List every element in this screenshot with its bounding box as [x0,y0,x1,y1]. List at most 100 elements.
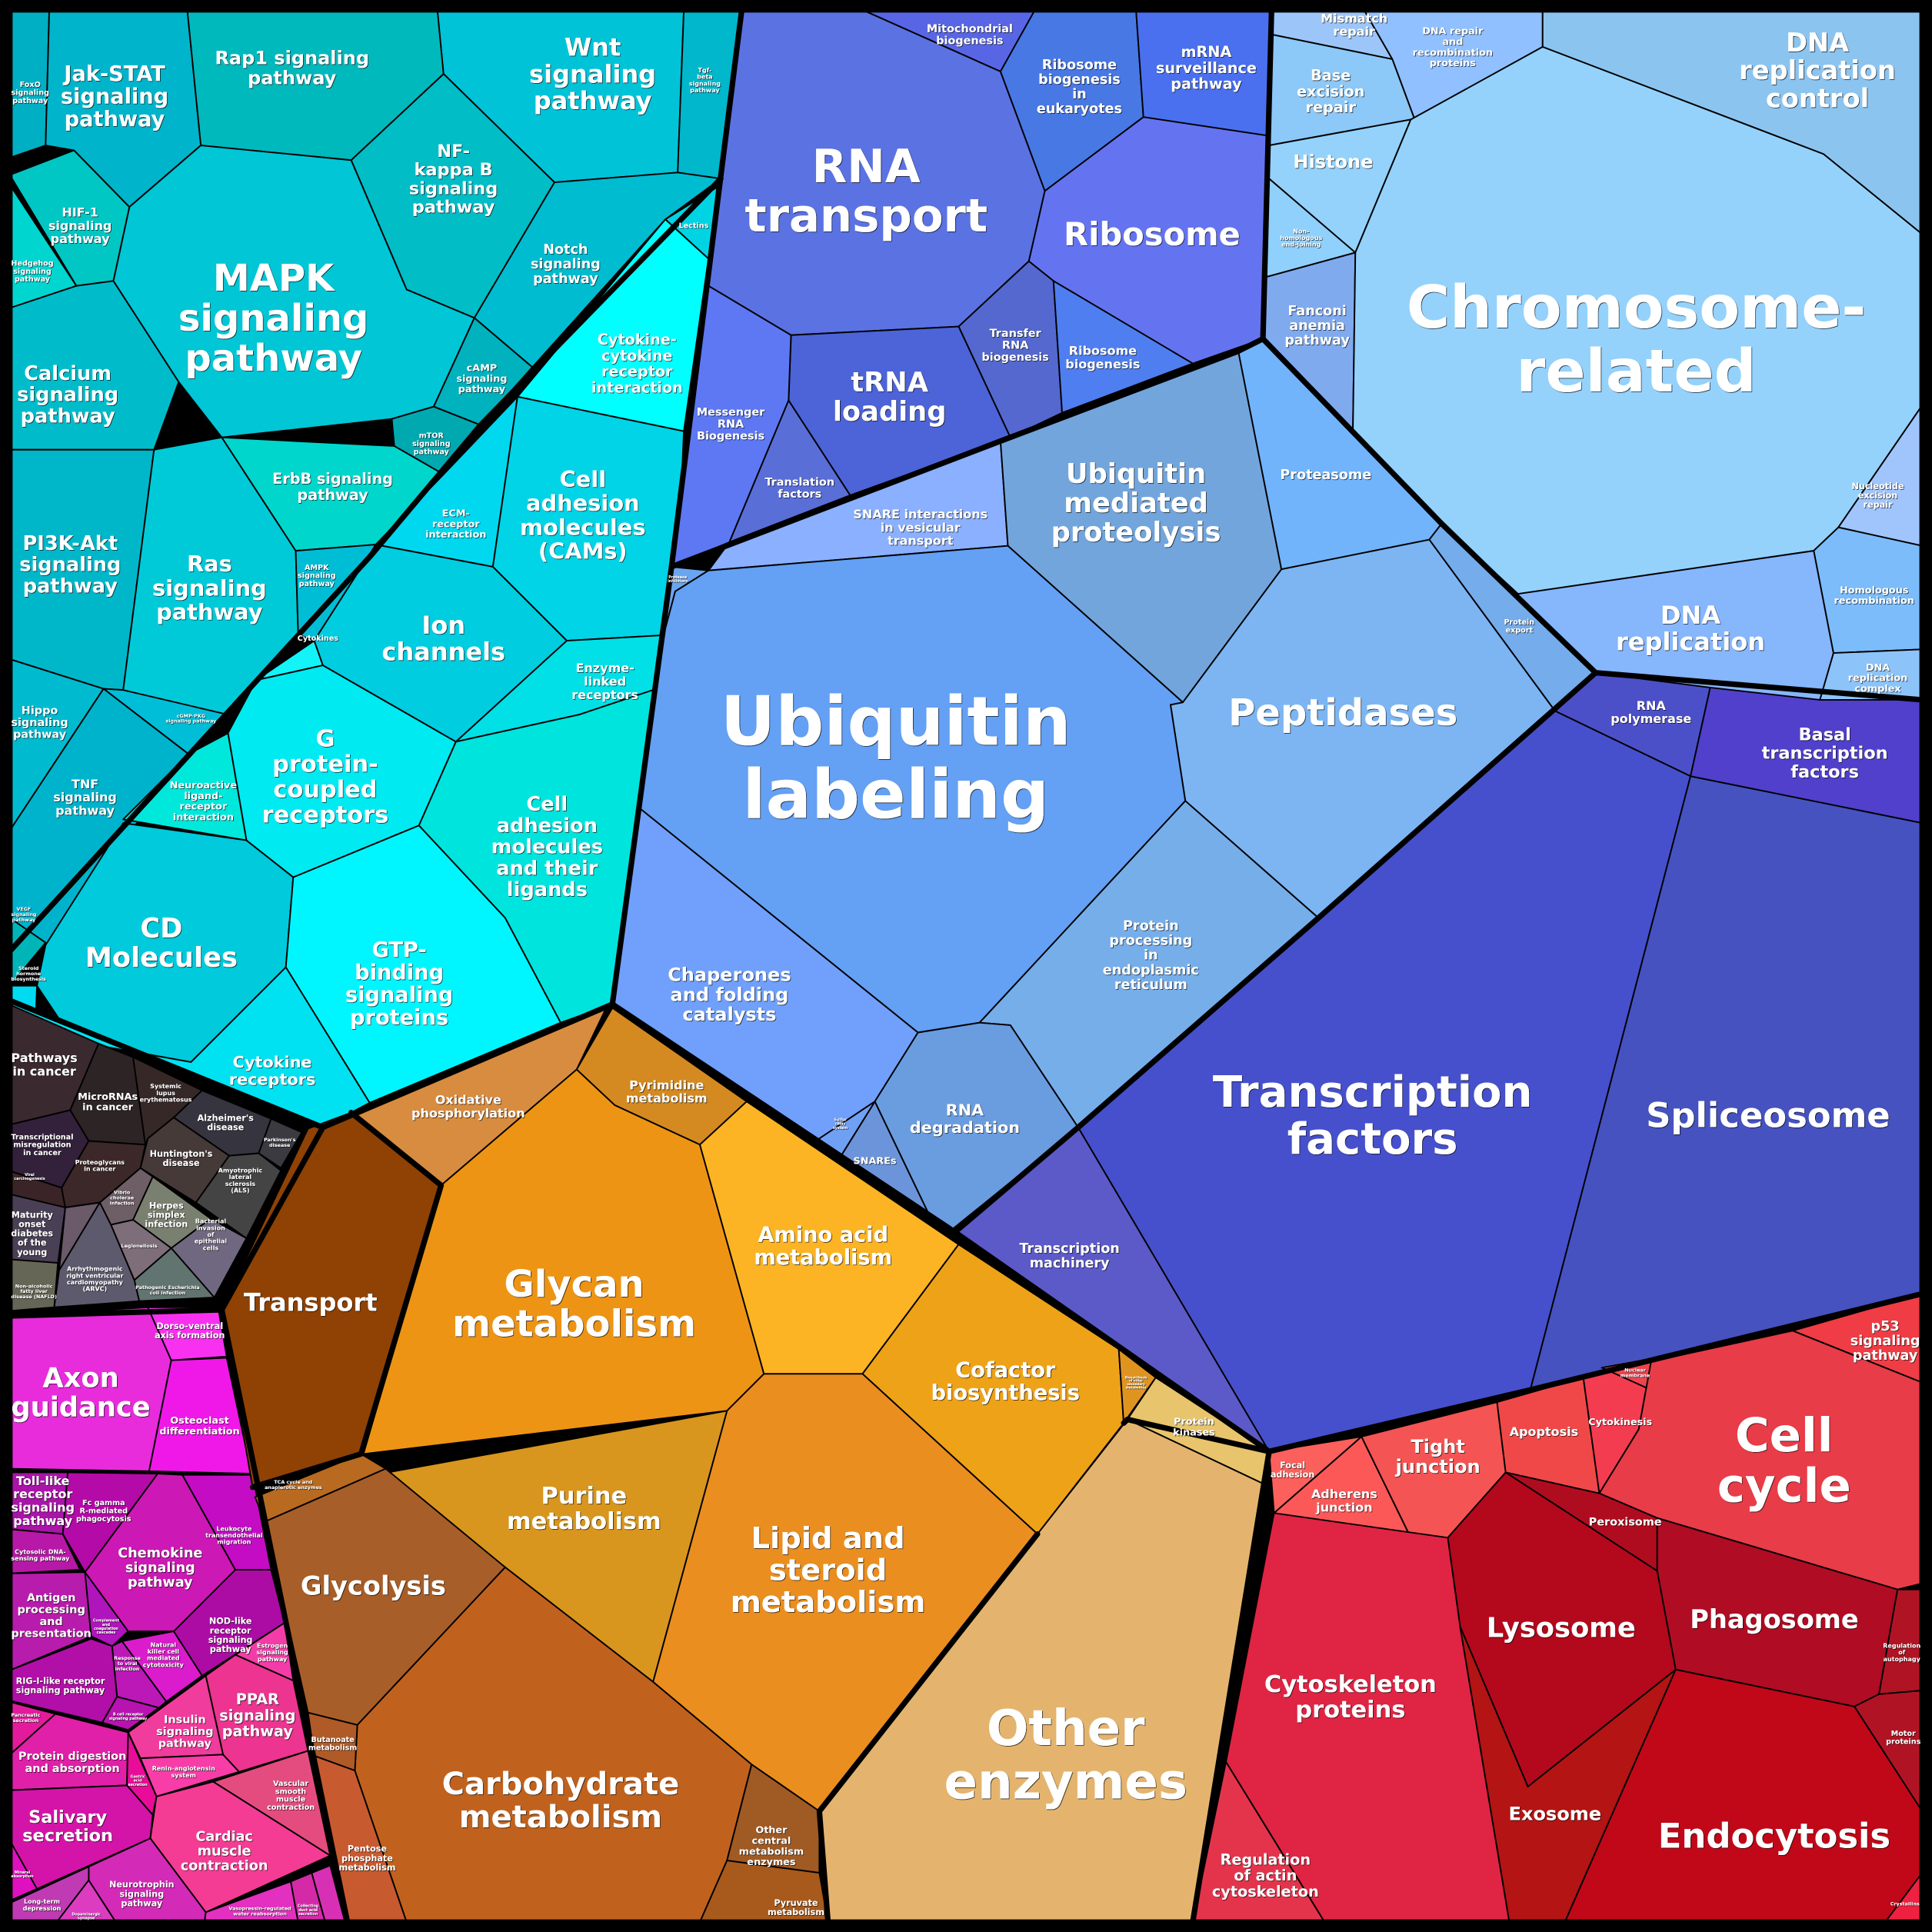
amino-label: Amino acid metabolism [754,1223,892,1269]
dopa-label: Dopaminergic synapse [72,1912,101,1920]
ribobioeuk-label: Ribosome biogenesis in eukaryotes [1037,58,1122,117]
park-label: Parkinson's disease [264,1137,296,1148]
ubmed-label-group: Ubiquitin mediated proteolysis [1051,458,1221,548]
exosome-label: Exosome [1509,1804,1602,1825]
foxo-label: FoxO signaling pathway [11,81,49,105]
lipid-label-group: Lipid and steroid metabolism [731,1521,926,1620]
dorso-label-group: Dorso-ventral axis formation [155,1321,225,1341]
leuko-label: Leukocyte transendothelial migration [205,1525,263,1545]
glycolysis-label-group: Glycolysis [301,1571,446,1601]
motor-label-group: Motor proteins [1886,1730,1920,1746]
homrec-label-group: Homologous recombination [1834,585,1914,607]
gtp-label: GTP-binding signaling proteins [345,938,453,1030]
otherenz-label: Other enzymes [944,1700,1188,1810]
mrnabio-label: Messenger RNA Biogenesis [697,407,765,443]
rig-label-group: RIG-I-like receptor signaling pathway [16,1676,105,1695]
axon-label-group: Axon guidance [11,1363,150,1424]
ribobio-label-group: Ribosome biogenesis [1065,344,1140,371]
neurotrophin-label-group: Neurotrophin signaling pathway [109,1880,175,1908]
fc-label: Fc gamma R-mediated phagocytosis [76,1499,132,1524]
collecting-label: Collecting duct acid secretion [298,1904,319,1917]
hippo-label-group: Hippo signaling pathway [11,705,68,741]
legio-label: Legionellosis [122,1243,158,1249]
protexport-label: Protein export [1504,618,1534,635]
glycolysis-label: Glycolysis [301,1571,446,1601]
arvc-cell[interactable] [53,1201,140,1308]
vaso-label: Vasopressin-regulated water reabsorption [228,1906,291,1917]
bcell-cell[interactable] [102,1696,160,1731]
renin-label-group: Renin-angiotensin system [152,1765,216,1779]
peroxisome-label-group: Peroxisome [1589,1517,1662,1529]
camlig-label-group: Cell adhesion molecules and their ligands [491,793,603,901]
salivary-label-group: Salivary secretion [22,1807,113,1846]
p53-label-group: p53 signaling pathway [1850,1319,1920,1364]
als-label: Amyotrophic lateral sclerosis (ALS) [218,1168,263,1194]
dorso-cell[interactable] [147,1306,228,1361]
glycan-label-group: Glycan metabolism [452,1263,696,1346]
nod-label-group: NOD-like receptor signaling pathway [208,1617,253,1654]
erbb-label: ErbB signaling pathway [272,470,393,504]
dorso-label: Dorso-ventral axis formation [155,1321,225,1341]
group-border [249,1110,445,1491]
cd-label-group: CD Molecules [85,913,238,974]
jak-label-group: Jak-STAT signaling pathway [61,62,168,132]
cardiac-cell[interactable] [149,1780,331,1914]
camp-label-group: cAMP signaling pathway [456,362,507,395]
ecm-label: ECM-receptor interaction [425,508,486,541]
hif-label: HIF-1 signaling pathway [48,205,112,246]
estrogen-label-group: Estrogen signaling pathway [256,1642,288,1662]
nafld-label-group: Non-alcoholic fatty liver disease (NAFLD) [11,1283,57,1300]
dopa-label-group: Dopaminergic synapse [72,1912,101,1920]
regauto-label: Regulation of autophagy [1883,1642,1920,1662]
apoptosis-label-group: Apoptosis [1510,1424,1579,1439]
labels-layer: FoxO signaling pathway Jak-STAT signaling pat… [11,11,1920,1920]
als-cell[interactable] [195,1152,282,1240]
nod-label: NOD-like receptor signaling pathway [208,1617,253,1654]
peptidases-label-group: Peptidases [1228,691,1457,734]
oxphos-label-group: Oxidative phosphorylation [411,1093,525,1121]
cofactor-label: Cofactor biosynthesis [931,1359,1080,1405]
cellcycle-label: Cell cycle [1717,1408,1851,1514]
snares-label-group: SNAREs [853,1156,896,1168]
group-border [1121,1416,1272,1454]
ribobio-label: Ribosome biogenesis [1065,344,1140,371]
nafld-label: Non-alcoholic fatty liver disease (NAFLD) [11,1283,57,1300]
arvc-label-group: Arrhythmogenic right ventricular cardiomyo… [66,1266,123,1293]
carbo-label-group: Carbohydrate metabolism [442,1767,680,1835]
respviral-label-group: Response to viral infection [114,1655,141,1672]
hif-cell[interactable] [8,149,131,287]
homrec-label: Homologous recombination [1834,585,1914,607]
mrnasurv-label: mRNA surveillance pathway [1156,43,1257,93]
park-cell[interactable] [258,1118,303,1169]
vibrio-label: Vibrio cholerae infection [110,1190,135,1207]
cams-label: Cell adhesion molecules (CAMs) [520,466,645,564]
ner-label-group: Nucleotide excision repair [1852,481,1904,510]
endocytosis-label-group: Endocytosis [1658,1816,1890,1857]
neurotrophin-label: Neurotrophin signaling pathway [109,1880,175,1908]
adherens-label-group: Adherens junction [1311,1487,1377,1514]
nk-label-group: Natural killer cell mediated cytotoxicity [143,1641,185,1668]
ecoli-label: Pathogenic Escherichia coli infection [135,1284,200,1296]
cd-label: CD Molecules [85,913,238,974]
gastric-label: Gastric acid secretion [128,1774,148,1787]
pkinases-label-group: Protein kinases [1173,1417,1215,1439]
tca-label-group: TCA cycle and anaplerotic enzymes [265,1479,322,1491]
alz-label-group: Alzheimer's disease [198,1113,255,1132]
group-border [951,670,1599,1235]
ppar-label: PPAR signaling pathway [219,1690,295,1740]
mirna-label-group: MicroRNAs in cancer [78,1091,138,1114]
regauto-label-group: Regulation of autophagy [1883,1642,1920,1662]
pentose-label-group: Pentose phosphate metabolism [338,1844,395,1873]
butanoate-label-group: Butanoate metabolism [308,1736,357,1752]
vegf-label: VEGF signaling pathway [11,906,36,923]
gtp-label-group: GTP-binding signaling proteins [345,938,453,1030]
cytrec-label: Cytokine receptors [229,1053,316,1088]
ribobio-cell[interactable] [1052,280,1194,414]
oxphos-label: Oxidative phosphorylation [411,1093,525,1121]
hedgehog-label-group: Hedgehog signaling pathway [11,259,53,284]
group-border [7,7,1925,1925]
ublab-label-group: Ubiquitin labeling [721,682,1071,834]
protinh-label: Protease inhibitors [668,575,688,584]
mineral-label-group: Mineral absorption [11,1870,34,1879]
